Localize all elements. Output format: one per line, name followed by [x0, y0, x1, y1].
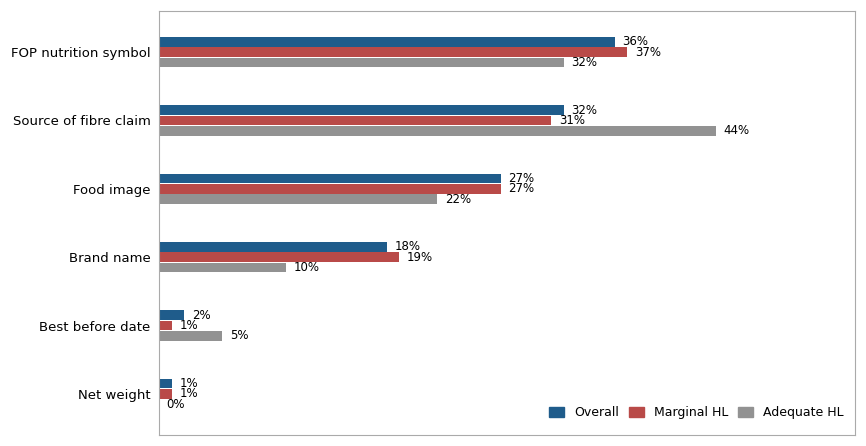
Text: 1%: 1% [179, 319, 198, 332]
Legend: Overall, Marginal HL, Adequate HL: Overall, Marginal HL, Adequate HL [544, 401, 849, 425]
Bar [159, 116, 552, 125]
Bar [159, 310, 184, 320]
Text: 0%: 0% [166, 398, 185, 411]
Text: 5%: 5% [229, 329, 249, 342]
Bar [159, 47, 627, 57]
Text: 2%: 2% [192, 309, 210, 322]
Text: 44%: 44% [723, 124, 749, 137]
Bar [159, 184, 501, 194]
Text: 32%: 32% [572, 104, 598, 117]
Bar [159, 58, 564, 67]
Text: 37%: 37% [635, 45, 661, 58]
Bar [159, 37, 615, 47]
Bar [159, 321, 171, 330]
Bar [159, 389, 171, 399]
Text: 10%: 10% [294, 261, 320, 274]
Bar [159, 126, 715, 136]
Text: 22%: 22% [445, 193, 471, 206]
Text: 32%: 32% [572, 56, 598, 69]
Text: 27%: 27% [508, 172, 534, 185]
Bar [159, 242, 387, 252]
Bar [159, 379, 171, 388]
Text: 18%: 18% [394, 240, 420, 253]
Bar [159, 105, 564, 115]
Bar [159, 252, 399, 262]
Bar [159, 194, 437, 204]
Text: 36%: 36% [622, 35, 648, 48]
Bar [159, 263, 286, 272]
Bar [159, 331, 223, 341]
Text: 27%: 27% [508, 182, 534, 195]
Text: 31%: 31% [559, 114, 585, 127]
Text: 1%: 1% [179, 388, 198, 401]
Text: 19%: 19% [407, 251, 433, 264]
Bar [159, 174, 501, 183]
Text: 1%: 1% [179, 377, 198, 390]
